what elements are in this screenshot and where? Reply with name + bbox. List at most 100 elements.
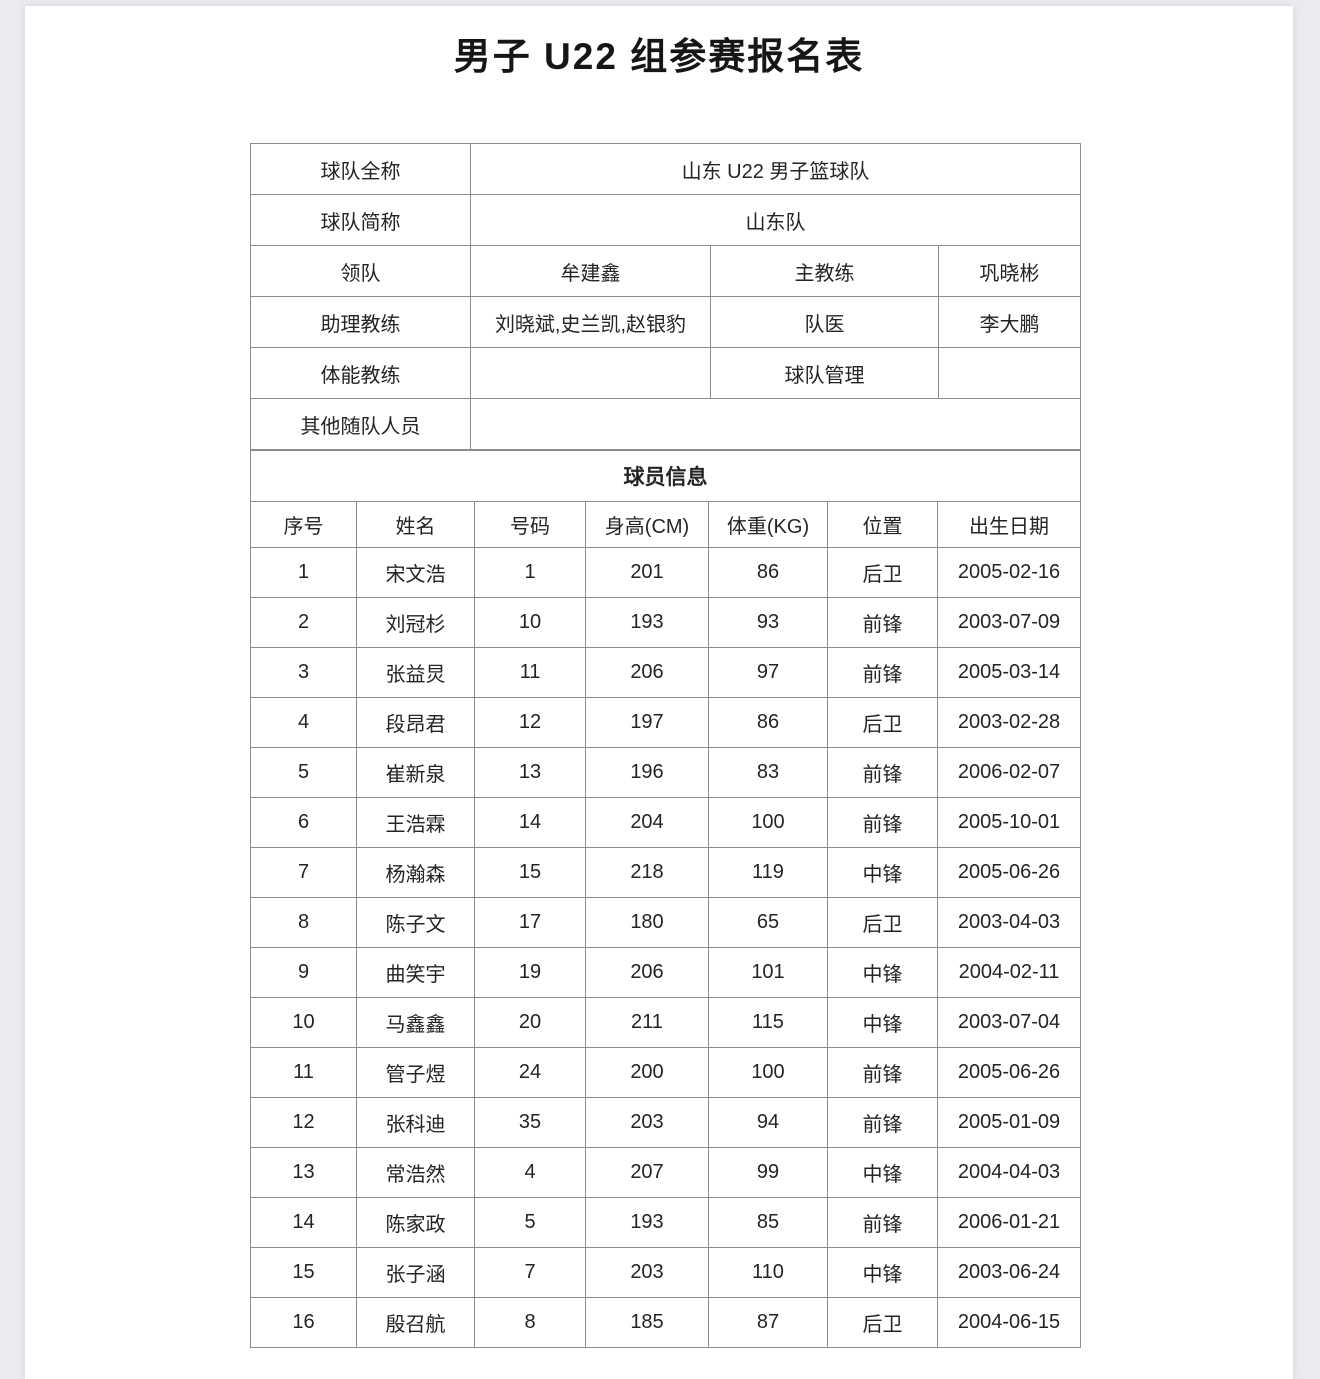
cell-index: 11 bbox=[250, 1047, 357, 1098]
cell-birthdate: 2003-04-03 bbox=[936, 897, 1082, 948]
cell-weight: 101 bbox=[708, 947, 828, 998]
cell-weight: 97 bbox=[708, 647, 828, 698]
table-row: 12 张科迪 35 203 94 前锋 2005-01-09 bbox=[250, 1097, 1082, 1148]
cell-index: 7 bbox=[250, 847, 357, 898]
cell-number: 10 bbox=[474, 597, 586, 648]
cell-height: 211 bbox=[585, 997, 709, 1048]
team-doctor-value: 李大鹏 bbox=[937, 296, 1082, 348]
cell-height: 193 bbox=[585, 1197, 709, 1248]
cell-index: 9 bbox=[250, 947, 357, 998]
cell-weight: 86 bbox=[708, 697, 828, 748]
team-full-name-label: 球队全称 bbox=[250, 143, 471, 195]
cell-height: 180 bbox=[585, 897, 709, 948]
cell-index: 4 bbox=[250, 697, 357, 748]
column-header: 号码 bbox=[474, 501, 586, 548]
cell-birthdate: 2005-06-26 bbox=[936, 847, 1082, 898]
assistant-coach-value: 刘晓斌,史兰凯,赵银豹 bbox=[470, 296, 711, 348]
registration-form: 球队全称 山东 U22 男子篮球队 球队简称 山东队 领队 牟建鑫 主教练 巩晓… bbox=[249, 143, 1082, 1348]
team-short-name-row: 球队简称 山东队 bbox=[250, 194, 1082, 246]
cell-name: 崔新泉 bbox=[356, 747, 475, 798]
cell-number: 12 bbox=[474, 697, 586, 748]
cell-height: 200 bbox=[585, 1047, 709, 1098]
players-section-title: 球员信息 bbox=[249, 450, 1082, 502]
cell-birthdate: 2004-04-03 bbox=[936, 1147, 1082, 1198]
cell-number: 13 bbox=[474, 747, 586, 798]
cell-height: 207 bbox=[585, 1147, 709, 1198]
cell-position: 前锋 bbox=[827, 747, 938, 798]
cell-name: 殷召航 bbox=[356, 1297, 475, 1348]
cell-weight: 87 bbox=[708, 1297, 828, 1348]
cell-number: 1 bbox=[474, 547, 586, 598]
cell-position: 前锋 bbox=[827, 647, 938, 698]
table-row: 8 陈子文 17 180 65 后卫 2003-04-03 bbox=[250, 897, 1082, 948]
cell-index: 2 bbox=[250, 597, 357, 648]
players-table: 球员信息 序号 姓名 号码 身高(CM) 体重(KG) 位置 出生日期 1 宋文浩 1 20… bbox=[249, 450, 1082, 1348]
cell-height: 218 bbox=[585, 847, 709, 898]
cell-weight: 119 bbox=[708, 847, 828, 898]
assistant-coach-label: 助理教练 bbox=[250, 296, 471, 348]
cell-birthdate: 2003-07-04 bbox=[936, 997, 1082, 1048]
cell-height: 193 bbox=[585, 597, 709, 648]
cell-height: 203 bbox=[585, 1097, 709, 1148]
cell-number: 20 bbox=[474, 997, 586, 1048]
cell-position: 前锋 bbox=[827, 797, 938, 848]
cell-height: 206 bbox=[585, 947, 709, 998]
team-manager-label: 球队管理 bbox=[710, 347, 939, 399]
cell-index: 13 bbox=[250, 1147, 357, 1198]
players-section-row: 球员信息 bbox=[249, 450, 1082, 502]
table-row: 15 张子涵 7 203 110 中锋 2003-06-24 bbox=[250, 1247, 1082, 1298]
cell-index: 3 bbox=[250, 647, 357, 698]
cell-name: 管子煜 bbox=[356, 1047, 475, 1098]
cell-number: 14 bbox=[474, 797, 586, 848]
cell-weight: 94 bbox=[708, 1097, 828, 1148]
team-short-name-value: 山东队 bbox=[469, 194, 1082, 246]
fitness-coach-value bbox=[470, 347, 711, 399]
cell-weight: 99 bbox=[708, 1147, 828, 1198]
column-header: 序号 bbox=[250, 501, 357, 548]
cell-birthdate: 2005-03-14 bbox=[936, 647, 1082, 698]
cell-position: 前锋 bbox=[827, 1197, 938, 1248]
fitness-coach-label: 体能教练 bbox=[250, 347, 471, 399]
cell-index: 14 bbox=[250, 1197, 357, 1248]
players-header-row: 序号 姓名 号码 身高(CM) 体重(KG) 位置 出生日期 bbox=[250, 501, 1082, 548]
cell-name: 段昂君 bbox=[356, 697, 475, 748]
table-row: 16 殷召航 8 185 87 后卫 2004-06-15 bbox=[250, 1297, 1082, 1348]
other-staff-row: 其他随队人员 bbox=[250, 398, 1082, 450]
cell-index: 15 bbox=[250, 1247, 357, 1298]
table-row: 1 宋文浩 1 201 86 后卫 2005-02-16 bbox=[250, 547, 1082, 598]
table-row: 10 马鑫鑫 20 211 115 中锋 2003-07-04 bbox=[250, 997, 1082, 1048]
cell-height: 203 bbox=[585, 1247, 709, 1298]
cell-number: 4 bbox=[474, 1147, 586, 1198]
cell-number: 5 bbox=[474, 1197, 586, 1248]
cell-name: 马鑫鑫 bbox=[356, 997, 475, 1048]
cell-name: 刘冠杉 bbox=[356, 597, 475, 648]
table-row: 7 杨瀚森 15 218 119 中锋 2005-06-26 bbox=[250, 847, 1082, 898]
cell-position: 前锋 bbox=[827, 1047, 938, 1098]
cell-number: 24 bbox=[474, 1047, 586, 1098]
team-full-name-value: 山东 U22 男子篮球队 bbox=[469, 143, 1082, 195]
cell-name: 王浩霖 bbox=[356, 797, 475, 848]
cell-height: 204 bbox=[585, 797, 709, 848]
cell-index: 10 bbox=[250, 997, 357, 1048]
cell-height: 196 bbox=[585, 747, 709, 798]
table-row: 6 王浩霖 14 204 100 前锋 2005-10-01 bbox=[250, 797, 1082, 848]
cell-weight: 85 bbox=[708, 1197, 828, 1248]
cell-birthdate: 2006-02-07 bbox=[936, 747, 1082, 798]
cell-weight: 115 bbox=[708, 997, 828, 1048]
team-doctor-label: 队医 bbox=[710, 296, 939, 348]
cell-position: 前锋 bbox=[827, 597, 938, 648]
cell-index: 5 bbox=[250, 747, 357, 798]
team-info-table: 球队全称 山东 U22 男子篮球队 球队简称 山东队 领队 牟建鑫 主教练 巩晓… bbox=[250, 143, 1082, 450]
other-staff-label: 其他随队人员 bbox=[250, 398, 471, 450]
cell-position: 中锋 bbox=[827, 997, 938, 1048]
cell-position: 中锋 bbox=[827, 1247, 938, 1298]
cell-position: 前锋 bbox=[827, 1097, 938, 1148]
cell-number: 7 bbox=[474, 1247, 586, 1298]
cell-index: 6 bbox=[250, 797, 357, 848]
cell-position: 后卫 bbox=[827, 897, 938, 948]
document-page: 男子 U22 组参赛报名表 球队全称 山东 U22 男子篮球队 球队简称 山东队… bbox=[25, 6, 1293, 1379]
cell-name: 杨瀚森 bbox=[356, 847, 475, 898]
column-header: 位置 bbox=[827, 501, 938, 548]
cell-birthdate: 2006-01-21 bbox=[936, 1197, 1082, 1248]
cell-index: 1 bbox=[250, 547, 357, 598]
